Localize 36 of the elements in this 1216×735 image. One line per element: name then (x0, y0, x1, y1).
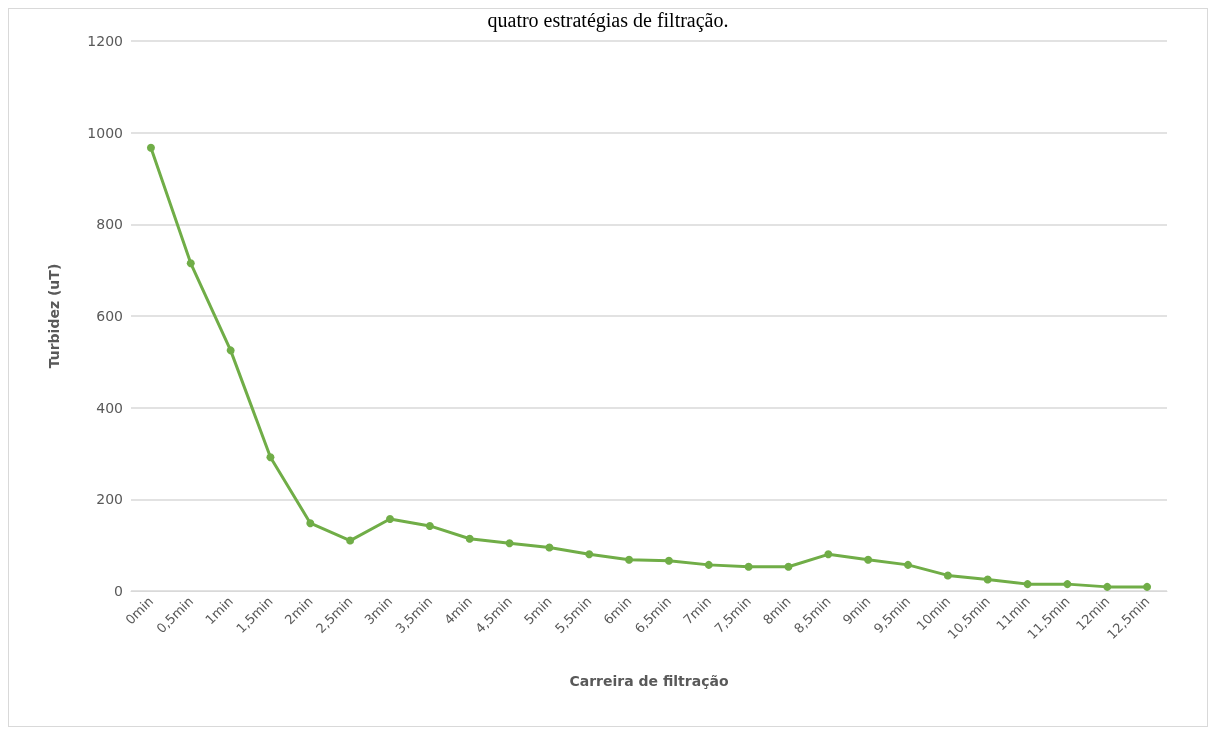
y-tick-label: 200 (96, 491, 123, 508)
y-tick-label: 0 (114, 583, 123, 599)
point (1143, 582, 1152, 591)
point (664, 556, 673, 565)
point (704, 560, 713, 569)
point (864, 555, 873, 564)
point (306, 519, 315, 528)
point (226, 346, 235, 355)
point (744, 562, 753, 571)
y-tick-label: 400 (96, 399, 123, 416)
point (824, 550, 833, 559)
point (146, 143, 155, 152)
point (545, 543, 554, 552)
y-tick-label: 1000 (87, 124, 123, 141)
point (784, 562, 793, 571)
x-axis-title: Carreira de filtração (569, 673, 729, 689)
point (386, 515, 394, 524)
point (625, 555, 634, 564)
chart-title: quatro estratégias de filtração. (487, 9, 729, 32)
point (585, 550, 594, 559)
point (505, 539, 514, 548)
y-tick-label: 600 (96, 308, 123, 324)
point (1103, 582, 1112, 591)
point (266, 453, 275, 462)
point (943, 571, 952, 580)
point (1063, 580, 1072, 589)
point (425, 521, 434, 530)
point (346, 536, 355, 545)
y-tick-label: 800 (96, 216, 123, 233)
y-tick-label: 1200 (87, 33, 123, 49)
point (904, 560, 912, 569)
point (1023, 580, 1032, 589)
point (465, 534, 474, 543)
point (186, 259, 195, 268)
point (983, 575, 992, 584)
y-axis-title: Turbidez (uT) (46, 263, 62, 369)
